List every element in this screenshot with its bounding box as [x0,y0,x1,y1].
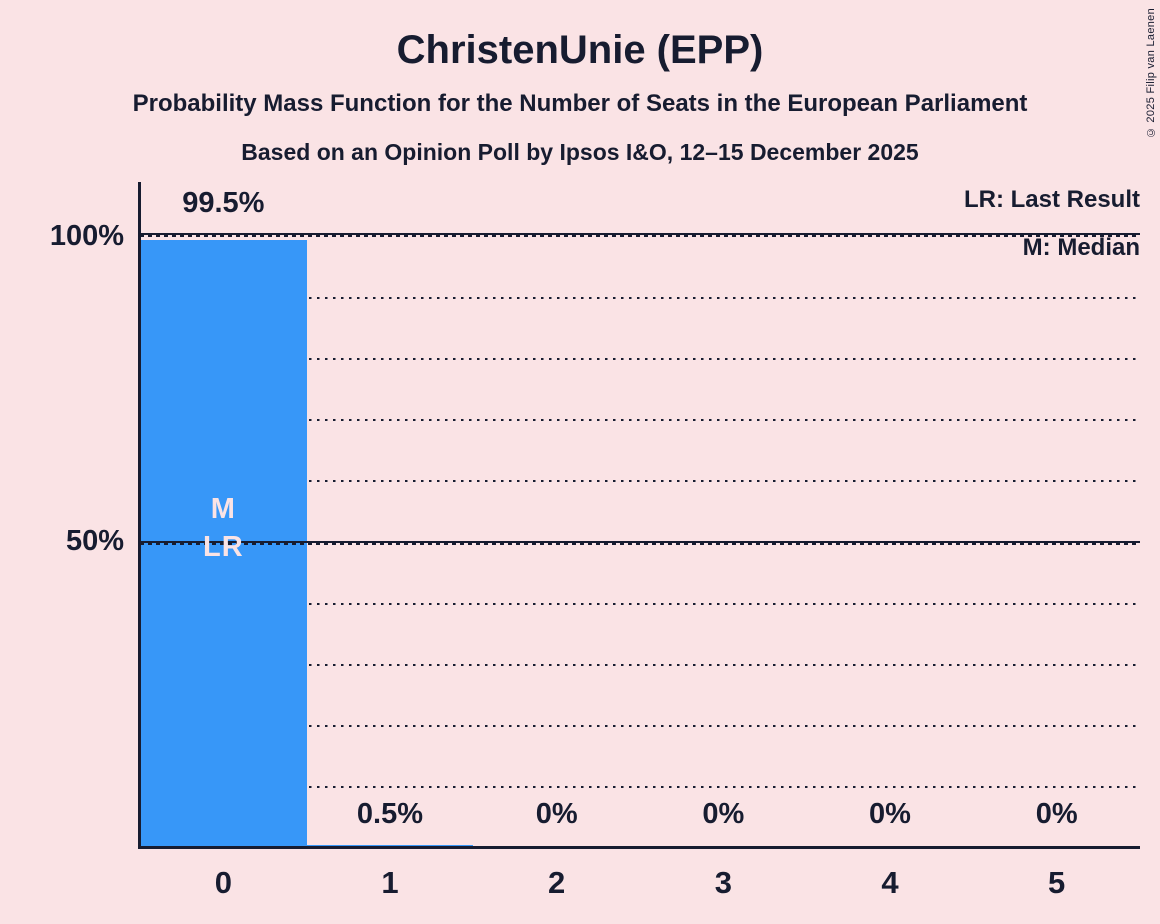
combo-dash [140,542,1140,545]
y-axis-line [138,182,141,849]
last-result-marker: LR [202,531,244,563]
combo-solid [140,233,1140,235]
median-last-result-annotation: M LR [140,490,307,566]
chart-source-line: Based on an Opinion Poll by Ipsos I&O, 1… [241,139,919,165]
y-axis-label-50: 50% [65,525,124,557]
chart-title: ChristenUnie (EPP) [396,28,764,72]
combo-dash [140,235,1140,237]
gridline-60pct [141,480,1139,483]
gridline-20pct [141,724,1139,727]
x-tick-label-1: 1 [381,865,399,900]
value-label-seat-5: 0% [1035,798,1078,830]
gridline-40pct [141,602,1139,605]
x-axis-line [138,846,1140,849]
chart-subtitle: Probability Mass Function for the Number… [132,90,1028,117]
gridline-50pct-combo [140,540,1140,545]
x-tick-label-5: 5 [1048,865,1066,900]
x-tick-label-0: 0 [214,865,232,900]
value-label-seat-4: 0% [869,798,911,830]
legend-median: M: Median [1022,234,1140,261]
value-label-seat-0: 99.5% [182,187,265,219]
x-tick-label-4: 4 [881,865,899,900]
value-label-seat-1: 0.5% [356,798,424,830]
x-tick-label-2: 2 [548,865,566,900]
median-marker: M [210,493,236,525]
gridline-90pct [141,297,1139,300]
gridline-70pct [141,419,1139,422]
gridline-10pct [141,785,1139,788]
combo-solid [140,540,1140,543]
gridline-30pct [141,663,1139,666]
value-label-seat-2: 0% [535,798,578,830]
value-label-seat-3: 0% [702,798,745,830]
legend-last-result: LR: Last Result [963,186,1140,213]
x-tick-label-3: 3 [714,865,732,900]
gridline-80pct [141,358,1139,361]
gridline-100pct-combo [140,233,1140,237]
y-axis-label-100: 100% [49,220,124,252]
plot-area: 99.5% 0 0.5% 1 0% 2 0% 3 0% 4 0% 5 M LR [140,187,1140,900]
copyright-notice: © 2025 Filip van Laenen [1145,8,1157,139]
